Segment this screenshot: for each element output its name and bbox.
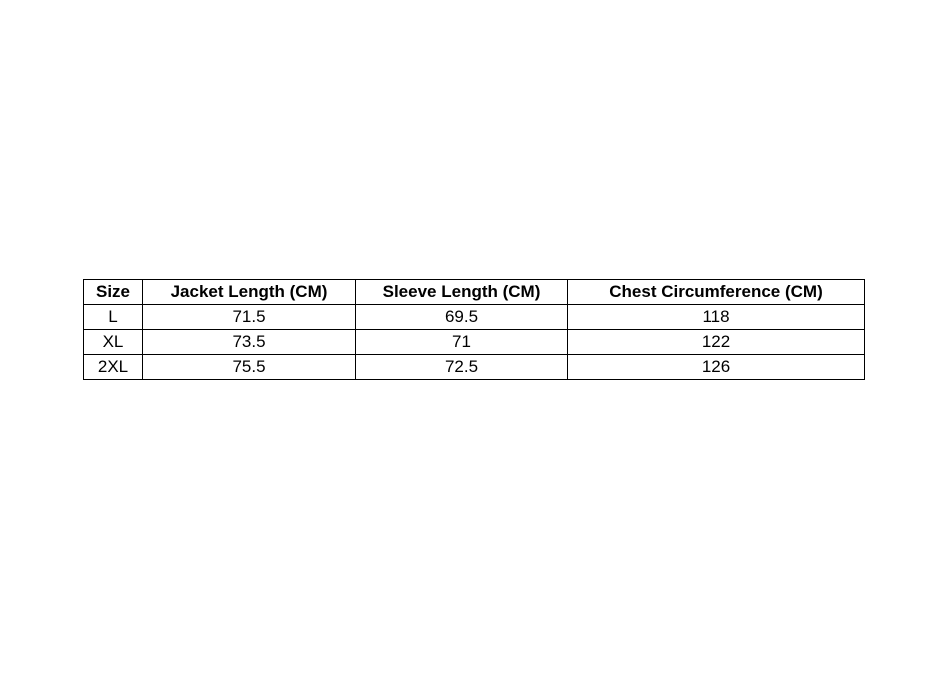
cell-jacket-length: 73.5 — [142, 329, 356, 355]
cell-size: XL — [83, 329, 143, 355]
cell-sleeve-length: 69.5 — [355, 304, 568, 330]
header-size: Size — [83, 279, 143, 305]
table-row: XL 73.5 71 122 — [83, 329, 865, 355]
table-header-row: Size Jacket Length (CM) Sleeve Length (C… — [83, 279, 865, 305]
cell-size: 2XL — [83, 354, 143, 380]
cell-chest-circumference: 122 — [567, 329, 865, 355]
cell-sleeve-length: 72.5 — [355, 354, 568, 380]
cell-jacket-length: 71.5 — [142, 304, 356, 330]
header-jacket-length: Jacket Length (CM) — [142, 279, 356, 305]
cell-chest-circumference: 126 — [567, 354, 865, 380]
cell-chest-circumference: 118 — [567, 304, 865, 330]
cell-sleeve-length: 71 — [355, 329, 568, 355]
header-chest-circumference: Chest Circumference (CM) — [567, 279, 865, 305]
header-sleeve-length: Sleeve Length (CM) — [355, 279, 568, 305]
table-row: 2XL 75.5 72.5 126 — [83, 354, 865, 380]
size-chart-table: Size Jacket Length (CM) Sleeve Length (C… — [83, 279, 865, 380]
cell-jacket-length: 75.5 — [142, 354, 356, 380]
table-row: L 71.5 69.5 118 — [83, 304, 865, 330]
cell-size: L — [83, 304, 143, 330]
